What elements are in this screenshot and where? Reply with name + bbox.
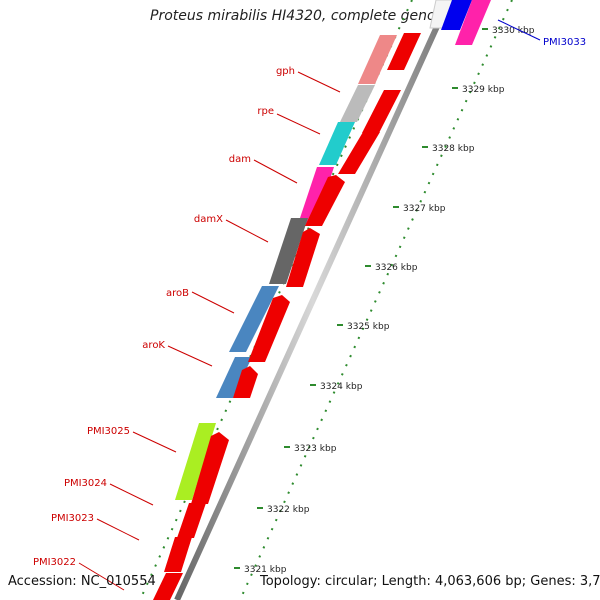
gene-label-PMI3024: PMI3024 [64,478,107,489]
gene-forward-11 [153,573,183,600]
gene-PMI3025 [175,423,216,500]
label-leader-line [132,431,177,453]
inner-strand-genes [175,35,397,500]
gene-label-PMI3025: PMI3025 [87,426,130,437]
gene-aroB [229,286,279,352]
tick-label: 3323 kbp [294,444,337,454]
tick-label: 3322 kbp [267,505,310,515]
label-leader-line [253,159,298,184]
outer-strand-genes [153,33,421,600]
gene-pink-top [358,35,397,84]
gene-forward-6 [248,295,290,362]
gene-label-rpe: rpe [257,106,274,117]
tick-label: 3329 kbp [462,85,505,95]
kbp-ticks: 3330 kbp 3329 kbp 3328 kbp 3327 kbp 3326 kbp… [234,26,535,575]
gene-forward-9 [177,503,206,538]
gene-label-damX: damX [194,214,223,225]
gene-top-blue [441,0,472,30]
gene-gph [340,85,375,122]
label-leader-line [225,219,269,243]
gene-label-PMI3033: PMI3033 [543,37,586,48]
label-leader-line [276,113,321,135]
tick-label: 3326 kbp [375,263,418,273]
gene-label-aroB: aroB [166,288,189,299]
gene-forward-3 [338,132,380,174]
tick-label: 3330 kbp [492,26,535,36]
gene-rpe [319,122,355,165]
genome-backbone [174,0,452,600]
map-title: Proteus mirabilis HI4320, complete genom… [150,8,458,24]
tick-label: 3328 kbp [432,144,475,154]
gene-forward-1 [387,33,421,70]
label-leader-line [297,71,341,93]
tick-label: 3321 kbp [244,565,287,575]
accession-text: Accession: NC_010554 [8,574,156,589]
label-leader-line [191,291,235,314]
label-leader-line [78,562,125,591]
gene-label-dam: dam [229,154,251,165]
label-leader-line [167,345,213,367]
gene-forward-7 [233,366,258,398]
gene-forward-4 [305,175,345,226]
label-leader-line [96,518,140,541]
topology-text: Topology: circular; Length: 4,063,606 bp… [260,574,600,589]
gene-forward-8 [191,432,229,504]
gene-top-magenta [455,0,491,45]
gene-dam [298,167,334,224]
gene-labels: PMI3033 gph rpe dam damX aroB aroK PMI3025 PMI30… [33,19,586,591]
gene-forward-2 [362,90,401,133]
gene-aroK [216,357,252,398]
tick-label: 3325 kbp [347,322,390,332]
gene-forward-5 [286,228,320,287]
gene-label-PMI3022: PMI3022 [33,557,76,568]
label-leader-line [497,19,541,41]
gene-label-gph: gph [276,66,295,77]
top-right-genes [429,0,491,45]
gene-label-aroK: aroK [142,340,165,351]
gene-label-PMI3023: PMI3023 [51,513,94,524]
label-leader-line [109,483,154,506]
tick-label: 3324 kbp [320,382,363,392]
gene-damX [269,218,308,284]
tick-label: 3327 kbp [403,204,446,214]
gene-forward-10 [164,537,192,572]
